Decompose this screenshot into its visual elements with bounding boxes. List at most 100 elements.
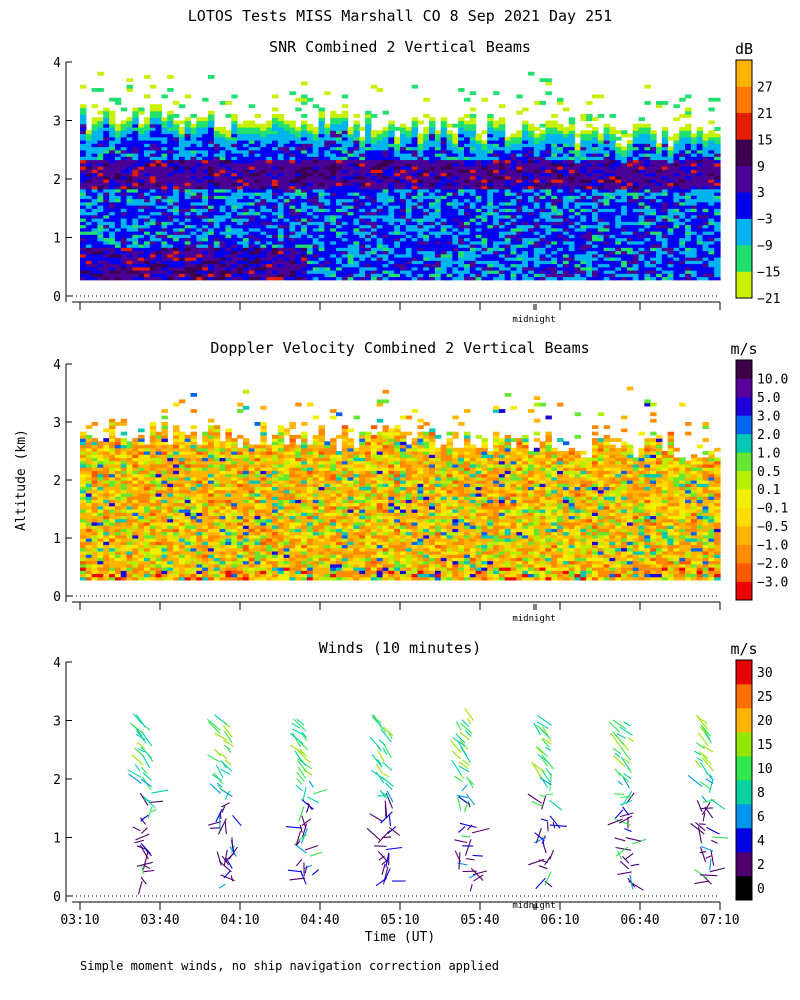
snr-cell [167, 192, 174, 196]
snr-cell [336, 218, 343, 222]
snr-cell [138, 214, 145, 219]
snr-cell [103, 208, 110, 213]
snr-cell [242, 162, 250, 167]
snr-cell [260, 195, 267, 200]
snr-cell [376, 253, 384, 258]
snr-cell [400, 156, 407, 161]
snr-cell [341, 182, 349, 187]
snr-cell [132, 156, 139, 161]
snr-cell [254, 221, 261, 226]
snr-cell [528, 211, 535, 216]
snr-cell [592, 276, 599, 281]
snr-cell [481, 205, 488, 209]
snr-cell [528, 237, 535, 242]
snr-cell [126, 188, 133, 193]
snr-cell [405, 240, 413, 245]
snr-cell [155, 149, 163, 154]
snr-cell [184, 117, 192, 122]
snr-cell [597, 198, 605, 203]
snr-cell [516, 234, 523, 239]
snr-cell [330, 237, 337, 242]
snr-cell [196, 166, 203, 170]
snr-cell [318, 195, 325, 200]
snr-cell [336, 198, 343, 203]
snr-cell [173, 136, 180, 141]
snr-cell [586, 224, 593, 229]
snr-cell [103, 231, 110, 235]
snr-cell [603, 123, 611, 128]
snr-cell [586, 240, 593, 245]
snr-cell [272, 224, 279, 229]
snr-cell [592, 205, 599, 209]
snr-cell [644, 188, 651, 193]
snr-cell [551, 227, 558, 232]
snr-cell [173, 198, 180, 203]
snr-cell [359, 276, 366, 281]
snr-cell [597, 169, 605, 174]
snr-cell [91, 195, 99, 200]
snr-cell [440, 130, 448, 135]
snr-cell [132, 185, 139, 190]
snr-cell [208, 250, 215, 255]
snr-cell [603, 214, 611, 219]
snr-cell [661, 205, 669, 209]
snr-cell [341, 224, 349, 229]
snr-cell [394, 276, 401, 281]
snr-cell [283, 205, 291, 209]
snr-cell [324, 231, 331, 235]
snr-cell [440, 221, 448, 226]
snr-cell [237, 227, 244, 232]
snr-cell [336, 130, 343, 135]
snr-cell [528, 159, 535, 164]
snr-cell [254, 192, 261, 196]
snr-cell [283, 211, 291, 216]
snr-cell [126, 156, 133, 161]
snr-cell [353, 182, 360, 187]
snr-cell [469, 117, 477, 122]
snr-cell [295, 231, 302, 235]
snr-cell [248, 123, 256, 128]
snr-cell [615, 146, 622, 151]
snr-cell [324, 156, 331, 161]
snr-cell [336, 214, 343, 219]
snr-cell [109, 211, 116, 216]
snr-cell [429, 117, 436, 122]
snr-cell [283, 120, 291, 125]
snr-cell [219, 140, 227, 144]
snr-cell [132, 205, 139, 209]
snr-cell [434, 270, 442, 274]
snr-cell [615, 234, 622, 239]
snr-cell [644, 156, 651, 161]
snr-cell [202, 146, 209, 151]
snr-cell [167, 166, 174, 170]
snr-cell [237, 218, 244, 222]
snr-cell [295, 263, 302, 268]
snr-cell [644, 140, 651, 144]
snr-cell [138, 195, 145, 200]
snr-cell [120, 221, 128, 226]
snr-cell [609, 175, 616, 180]
snr-cell [574, 201, 581, 206]
snr-cell [650, 253, 657, 258]
snr-cell [545, 205, 552, 209]
snr-cell [638, 227, 645, 232]
snr-cell [80, 149, 87, 154]
snr-cell [516, 179, 523, 183]
snr-cell [336, 159, 343, 164]
snr-cell [173, 101, 180, 105]
snr-cell [440, 208, 448, 213]
snr-cell [516, 221, 523, 226]
snr-cell [103, 136, 110, 141]
snr-cell [562, 253, 570, 258]
snr-cell [533, 136, 541, 141]
snr-cell [97, 136, 104, 141]
snr-cell [621, 273, 628, 278]
snr-cell [178, 127, 186, 131]
snr-cell [91, 140, 99, 144]
snr-cell [365, 172, 372, 177]
snr-cell [592, 179, 599, 183]
snr-cell [446, 140, 453, 144]
snr-cell [330, 143, 337, 148]
snr-cell [103, 263, 110, 268]
snr-cell [528, 234, 535, 239]
